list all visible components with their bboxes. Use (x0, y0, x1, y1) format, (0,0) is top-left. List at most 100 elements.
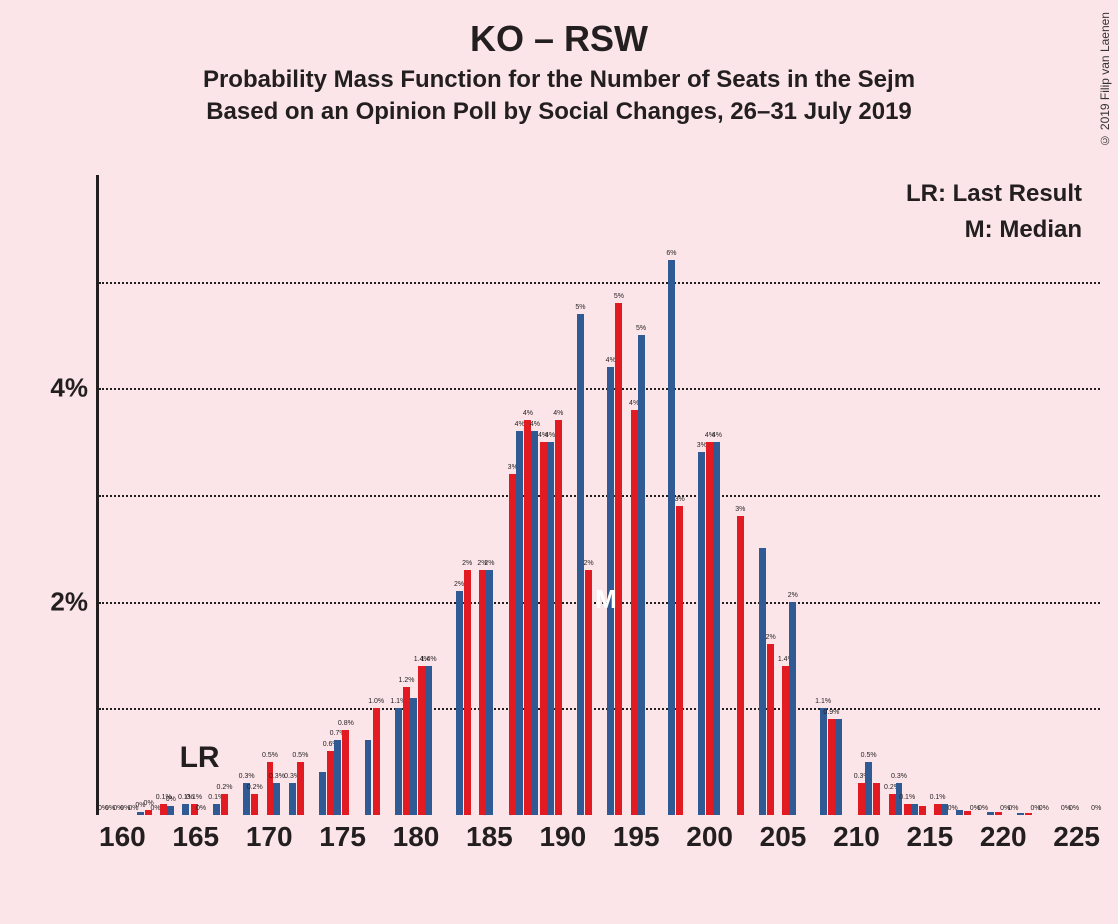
x-tick-label (960, 815, 967, 865)
x-tick-label (813, 815, 820, 865)
seat-group: 0.1% (205, 804, 220, 815)
x-tick-label: 225 (1053, 815, 1100, 865)
bar-value-label: 0.1% (930, 794, 946, 801)
seat-group: 0.9% (827, 719, 842, 815)
bar-red: 3% (676, 506, 683, 815)
bar-red: 5% (615, 303, 622, 815)
chart-subtitle-2: Based on an Opinion Poll by Social Chang… (0, 98, 1118, 126)
bar-value-label: 0.1% (899, 794, 915, 801)
bar-red: 0.3% (858, 783, 865, 815)
bar-value-label: 0.5% (861, 752, 877, 759)
seat-group: 0.3%0.5% (858, 762, 873, 815)
copyright-text: © 2019 Filip van Laenen (1098, 12, 1112, 147)
bar-value-label: 4% (712, 432, 722, 439)
x-tick-label (1040, 815, 1047, 865)
x-tick-label (893, 815, 900, 865)
bar-red: 0.6% (327, 751, 334, 815)
x-tick-label: 185 (466, 815, 513, 865)
seat-group (311, 772, 326, 815)
x-tick-label (219, 815, 226, 865)
x-tick-label (673, 815, 680, 865)
bar-red: 0.2% (221, 794, 228, 815)
bar-red: 0.9% (828, 719, 835, 815)
seat-group: 5% (615, 303, 630, 815)
seat-group: 1.1% (387, 708, 402, 815)
bar-blue: 0.1% (213, 804, 220, 815)
bar-value-label: 2% (788, 592, 798, 599)
x-tick-label (293, 815, 300, 865)
seat-group: 1.0% (372, 708, 387, 815)
bar-value-label: 1.4% (421, 656, 437, 663)
bar-red: 0.1% (160, 804, 167, 815)
seat-group: 4%4% (539, 442, 554, 815)
bar-red: 0.8% (342, 730, 349, 815)
bar-blue: 0.3% (289, 783, 296, 815)
x-tick-label (232, 815, 239, 865)
seat-group: 2% (448, 591, 463, 815)
bar-value-label: 5% (636, 325, 646, 332)
x-tick-label (746, 815, 753, 865)
seat-group: 0.6%0.7% (327, 740, 342, 815)
seat-group: 1.2% (402, 687, 417, 815)
x-tick-label (1047, 815, 1054, 865)
x-tick-label (373, 815, 380, 865)
bar-value-label: 0% (1069, 805, 1079, 812)
x-tick-label (533, 815, 540, 865)
bar-value-label: 1.1% (815, 698, 831, 705)
bar-blue: 0.5% (865, 762, 872, 815)
bar-value-label: 0.5% (292, 752, 308, 759)
seat-group: 4%4% (524, 420, 539, 815)
x-tick-label (313, 815, 320, 865)
bar-value-label: 4% (530, 421, 540, 428)
bar-value-label: 0.3% (891, 773, 907, 780)
bar-value-label: 0.9% (823, 709, 839, 716)
seat-group: 0.5%0.3% (266, 762, 281, 815)
x-tick-label (152, 815, 159, 865)
bar-blue: 0% (167, 806, 174, 815)
bar-red (919, 806, 926, 815)
bar-red: 4% (524, 420, 531, 815)
bar-value-label: 0% (1091, 805, 1101, 812)
bar-red: 0.2% (889, 794, 896, 815)
seat-group: 0.8% (342, 730, 357, 815)
chart-subtitle-1: Probability Mass Function for the Number… (0, 66, 1118, 94)
x-tick-label (806, 815, 813, 865)
seat-group: 5% (569, 314, 584, 815)
seat-group: 0.1% (933, 804, 948, 815)
x-tick-label: 215 (906, 815, 953, 865)
seat-group: 2% (463, 570, 478, 815)
x-tick-label: 175 (319, 815, 366, 865)
bar-value-label: 1.2% (399, 677, 415, 684)
x-tick-label (666, 815, 673, 865)
x-tick-label (159, 815, 166, 865)
seat-group (751, 548, 766, 815)
bar-blue: 1.1% (395, 708, 402, 815)
bars-container: 0%0%0%0%0%0%0%0%0.1%0%0.1%0.1%0%0.1%0.2%… (99, 175, 1100, 815)
bar-value-label: 5% (575, 304, 585, 311)
x-tick-label: 180 (393, 815, 440, 865)
bar-blue: 3% (698, 452, 705, 815)
bar-red: 1.0% (373, 708, 380, 815)
x-tick-label (226, 815, 233, 865)
bar-blue: 1.4% (425, 666, 432, 815)
x-tick-label (733, 815, 740, 865)
x-tick-label (753, 815, 760, 865)
x-tick-label (973, 815, 980, 865)
bar-blue: 1.1% (820, 708, 827, 815)
bar-value-label: 2% (462, 560, 472, 567)
bar-red: 2% (464, 570, 471, 815)
bar-red: 1.4% (418, 666, 425, 815)
x-tick-label (1033, 815, 1040, 865)
bar-value-label: 0.5% (262, 752, 278, 759)
bar-red: 4% (706, 442, 713, 815)
seat-group: 4% (554, 420, 569, 815)
bar-red: 2% (585, 570, 592, 815)
bar-red: 0.5% (297, 762, 304, 815)
bar-red: 0.1% (904, 804, 911, 815)
bar-red: 4% (555, 420, 562, 815)
seat-group: 1.4%2% (782, 602, 797, 815)
bar-blue: 4% (531, 431, 538, 815)
seat-group: 2%2% (478, 570, 493, 815)
x-tick-label (366, 815, 373, 865)
seat-group: 2% (767, 644, 782, 815)
